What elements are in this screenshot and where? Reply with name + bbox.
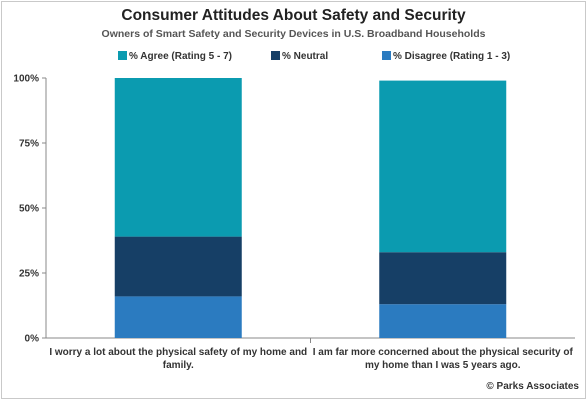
legend-item-disagree: % Disagree (Rating 1 - 3) bbox=[382, 51, 510, 63]
bar-segment-disagree bbox=[379, 304, 507, 338]
copyright-footer: © Parks Associates bbox=[486, 381, 579, 392]
bar-segment-neutral bbox=[379, 252, 507, 305]
legend-label-disagree: % Disagree (Rating 1 - 3) bbox=[393, 51, 511, 62]
x-category-label: family. bbox=[163, 360, 194, 371]
bar-segment-agree bbox=[379, 80, 507, 253]
y-tick-label: 50% bbox=[19, 204, 39, 215]
bar-segment-agree bbox=[114, 78, 242, 237]
y-tick-label: 25% bbox=[19, 269, 39, 280]
y-tick-label: 75% bbox=[19, 139, 39, 150]
legend-swatch-neutral bbox=[271, 51, 280, 60]
bar-segment-neutral bbox=[114, 236, 242, 297]
legend-swatch-agree bbox=[118, 51, 127, 60]
x-category-label: I worry a lot about the physical safety … bbox=[49, 347, 307, 358]
chart-subtitle: Owners of Smart Safety and Security Devi… bbox=[101, 28, 486, 40]
y-tick-label: 100% bbox=[13, 74, 39, 85]
legend-item-neutral: % Neutral bbox=[271, 51, 328, 63]
x-category-label: I am far more concerned about the physic… bbox=[313, 347, 574, 358]
x-category-label: my home than I was 5 years ago. bbox=[365, 360, 521, 371]
legend-swatch-disagree bbox=[382, 51, 391, 60]
legend-item-agree: % Agree (Rating 5 - 7) bbox=[118, 51, 232, 63]
chart-title: Consumer Attitudes About Safety and Secu… bbox=[121, 7, 466, 24]
bar-segment-disagree bbox=[114, 296, 242, 338]
legend-label-neutral: % Neutral bbox=[282, 51, 329, 62]
legend-label-agree: % Agree (Rating 5 - 7) bbox=[129, 51, 232, 62]
y-tick-label: 0% bbox=[25, 334, 40, 345]
